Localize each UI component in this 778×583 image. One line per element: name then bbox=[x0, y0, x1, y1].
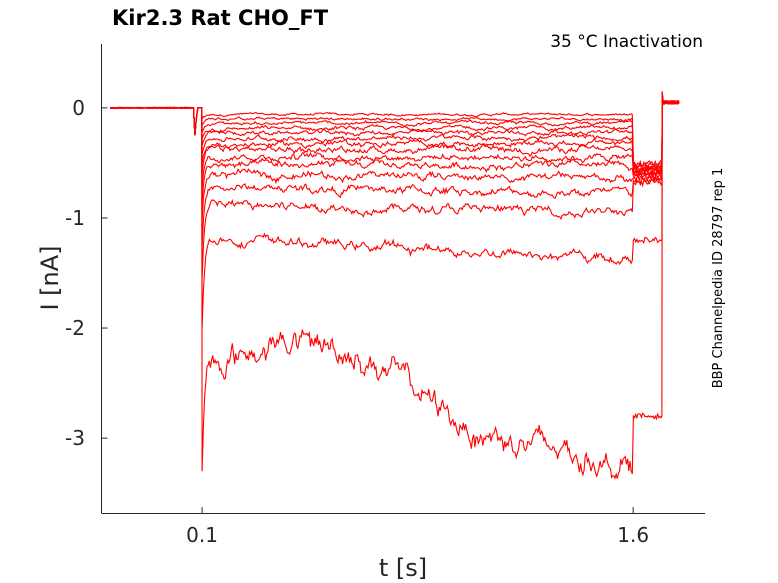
x-tick-label: 0.1 bbox=[186, 523, 218, 547]
y-ticks: 0 -1 -2 -3 bbox=[65, 96, 108, 450]
current-trace bbox=[110, 98, 680, 188]
current-trace bbox=[109, 97, 680, 176]
current-trace bbox=[110, 91, 680, 169]
current-trace bbox=[110, 99, 680, 173]
y-axis-label: I [nA] bbox=[36, 245, 64, 310]
current-trace bbox=[110, 91, 680, 221]
chart-subtitle: 35 °C Inactivation bbox=[550, 32, 703, 52]
current-trace bbox=[110, 96, 680, 203]
current-trace bbox=[110, 94, 680, 177]
chart-title: Kir2.3 Rat CHO_FT bbox=[112, 6, 329, 30]
current-trace bbox=[110, 96, 680, 279]
traces bbox=[109, 91, 680, 480]
y-tick-label: -3 bbox=[65, 426, 85, 450]
y-tick-label: -1 bbox=[65, 206, 85, 230]
current-trace bbox=[110, 94, 680, 174]
x-tick-label: 1.6 bbox=[617, 523, 649, 547]
current-trace bbox=[110, 97, 680, 246]
current-trace bbox=[110, 93, 680, 480]
y-tick-label: 0 bbox=[72, 96, 85, 120]
current-trace bbox=[110, 99, 680, 167]
x-axis-label: t [s] bbox=[379, 554, 427, 582]
x-ticks: 0.1 1.6 bbox=[186, 507, 649, 547]
side-label: BBP Channelpedia ID 28797 rep 1 bbox=[711, 168, 726, 389]
current-trace bbox=[109, 92, 680, 329]
current-trace bbox=[110, 100, 680, 176]
y-tick-label: -2 bbox=[65, 316, 85, 340]
